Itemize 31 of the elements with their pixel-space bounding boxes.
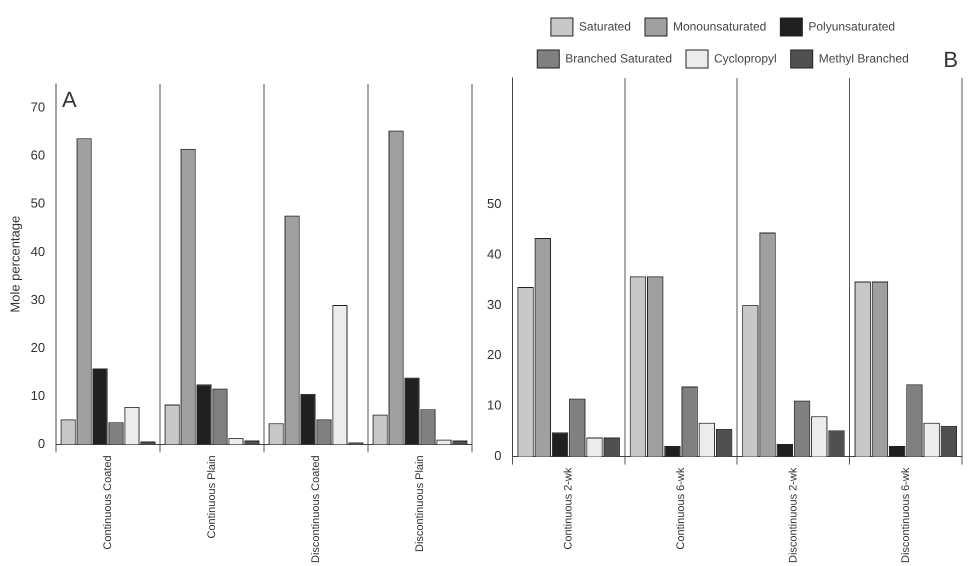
legend-label: Saturated	[578, 19, 631, 34]
y-tick-label: 50	[486, 196, 502, 211]
x-tick-label: Discontinuous Plain	[414, 455, 426, 552]
legend-label: Methyl Branched	[818, 51, 909, 66]
y-tick-label: 30	[486, 296, 502, 312]
legend-label: Branched Saturated	[565, 51, 672, 66]
y-tick-label: 40	[30, 244, 46, 259]
y-tick-label: 0	[38, 436, 46, 451]
y-tick-label: 20	[30, 340, 46, 355]
x-tick-label: Continuous Coated	[102, 455, 114, 550]
annotation: A	[62, 87, 78, 112]
legend-label: Polyunsaturated	[808, 19, 896, 34]
y-axis-title: Mole percentage	[7, 216, 22, 313]
x-tick-label: Continuous 2-wk	[562, 467, 575, 550]
x-tick-label: Discontinuous 6-wk	[900, 467, 912, 563]
legend-label: Cyclopropyl	[714, 51, 777, 66]
x-tick-label: Discontinuous 2-wk	[787, 467, 800, 563]
x-tick-label: Continuous 6-wk	[675, 467, 688, 550]
y-tick-label: 20	[486, 347, 502, 362]
x-tick-label: Discontinuous Coated	[310, 455, 322, 564]
y-tick-label: 10	[30, 388, 46, 403]
legend-label: Monounsaturated	[672, 19, 766, 34]
y-tick-label: 60	[30, 148, 46, 163]
y-tick-label: 50	[30, 196, 46, 211]
text: B	[943, 47, 958, 72]
y-tick-label: 40	[486, 246, 502, 262]
y-tick-label: 30	[30, 292, 46, 307]
y-tick-label: 10	[486, 398, 502, 413]
y-tick-label: 0	[494, 448, 502, 464]
x-tick-label: Continuous Plain	[206, 455, 218, 539]
y-tick-label: 70	[30, 100, 46, 115]
